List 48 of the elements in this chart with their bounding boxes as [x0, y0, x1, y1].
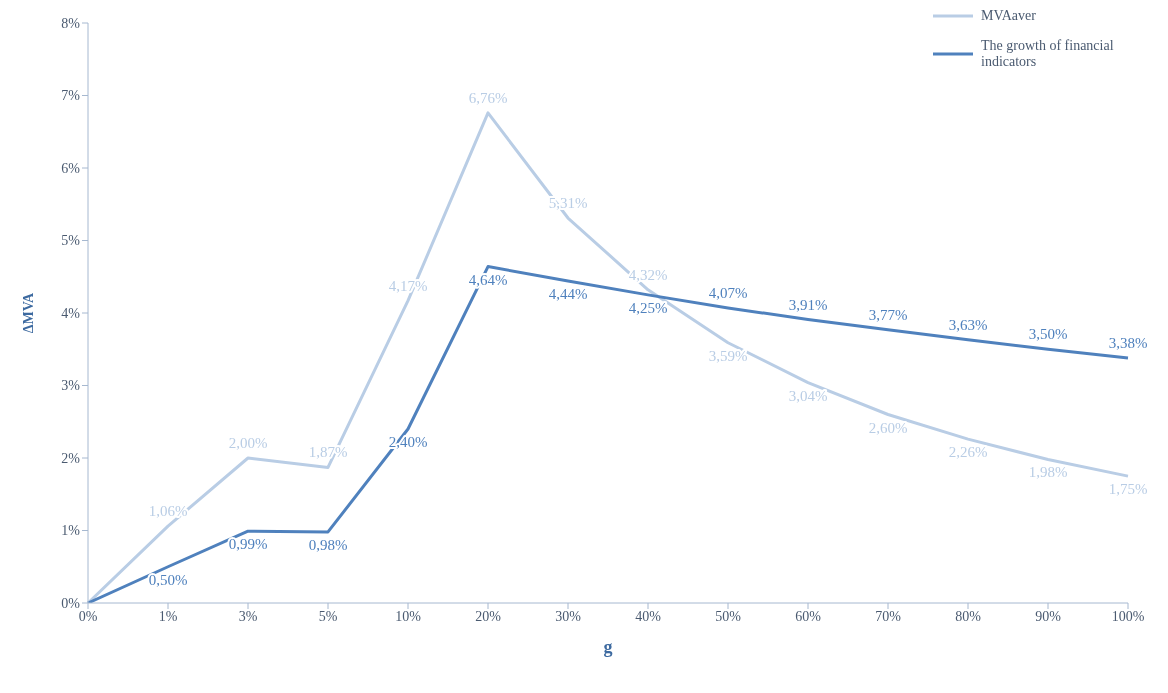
y-tick-label: 2%: [61, 450, 81, 466]
x-tick-label: 40%: [635, 608, 662, 624]
data-label: 2,60%: [868, 419, 908, 436]
data-label: 4,44%: [548, 286, 588, 303]
data-label: 3,63%: [948, 316, 988, 333]
data-label: 2,00%: [228, 435, 268, 451]
x-tick-label: 70%: [875, 608, 902, 624]
legend-label: The growth of financial indicators: [981, 38, 1115, 70]
data-label: 1,75%: [1108, 481, 1148, 498]
x-axis-title: g: [603, 637, 613, 657]
x-tick-label: 0%: [78, 608, 98, 624]
data-label: 3,04%: [788, 387, 828, 404]
data-label: 0,99%: [228, 536, 268, 553]
x-tick-label: 90%: [1035, 608, 1062, 624]
data-label: 4,07%: [708, 284, 748, 301]
data-label: 1,98%: [1028, 464, 1068, 481]
x-tick-label: 80%: [955, 608, 982, 624]
y-tick-label: 5%: [61, 233, 81, 249]
x-tick-label: 30%: [555, 608, 582, 624]
y-tick-label: 3%: [61, 378, 81, 394]
y-axis-title: ΔMVA: [20, 291, 36, 334]
data-label: 3,77%: [868, 306, 908, 323]
x-tick-label: 100%: [1111, 608, 1145, 624]
data-label: 0,98%: [308, 536, 348, 553]
data-label: 3,59%: [708, 347, 748, 364]
y-tick-label: 1%: [61, 523, 81, 539]
y-tick-label: 0%: [61, 595, 81, 611]
y-tick-label: 6%: [61, 160, 81, 176]
data-label: 0,50%: [148, 571, 188, 588]
x-tick-label: 5%: [318, 608, 338, 624]
data-label: 3,50%: [1028, 326, 1068, 343]
x-tick-label: 20%: [475, 608, 502, 624]
x-tick-label: 1%: [158, 608, 178, 624]
legend-label: MVAaver: [981, 8, 1036, 24]
x-tick-label: 60%: [795, 608, 822, 624]
x-tick-label: 50%: [715, 608, 742, 624]
data-label: 4,25%: [628, 299, 668, 316]
x-tick-label: 10%: [395, 608, 422, 624]
y-tick-label: 4%: [61, 305, 81, 321]
data-label: 2,26%: [948, 444, 988, 461]
data-label: 1,06%: [148, 503, 188, 520]
data-label: 4,32%: [628, 266, 668, 283]
data-label: 6,76%: [468, 89, 508, 106]
data-label: 3,91%: [788, 296, 828, 313]
y-tick-label: 8%: [61, 15, 81, 31]
data-label: 3,38%: [1108, 334, 1148, 351]
y-tick-label: 7%: [61, 88, 81, 104]
x-tick-label: 3%: [238, 608, 258, 624]
